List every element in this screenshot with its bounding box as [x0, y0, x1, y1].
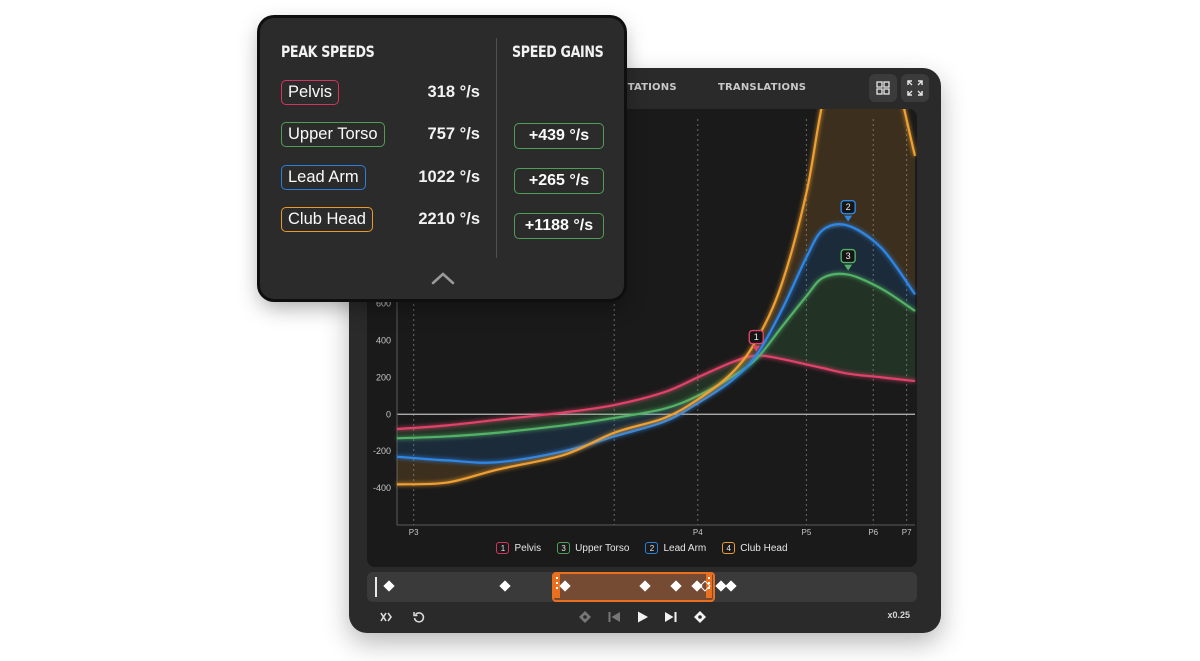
upper-torso-label: Upper Torso	[281, 122, 385, 147]
peak-marker-label: 3	[846, 251, 851, 261]
keyframe-diamond-icon	[694, 611, 706, 623]
peak-speeds-title: PEAK SPEEDS	[281, 42, 375, 61]
popup-divider	[496, 38, 497, 258]
x-tick-label: P7	[902, 528, 912, 537]
x-tick-label: P4	[693, 528, 703, 537]
reset-button[interactable]	[408, 606, 430, 628]
series-line	[396, 354, 916, 431]
chart-legend: 1 Pelvis 3 Upper Torso 2 Lead Arm 4 Club…	[367, 542, 917, 554]
legend-item-pelvis[interactable]: 1 Pelvis	[496, 542, 541, 554]
legend-number: 2	[645, 542, 659, 554]
collapse-chevron-icon[interactable]	[431, 271, 455, 285]
legend-label: Club Head	[740, 542, 788, 554]
peak-marker-badge	[748, 329, 764, 345]
legend-item-club-head[interactable]: 4 Club Head	[722, 542, 788, 554]
legend-number: 3	[557, 542, 571, 554]
skip-back-button[interactable]	[603, 606, 625, 628]
y-tick-label: 600	[376, 299, 391, 309]
speed-gains-title: SPEED GAINS	[512, 42, 604, 61]
tab-translations[interactable]: TRANSLATIONS	[718, 82, 807, 93]
y-tick-label: 400	[376, 335, 391, 345]
lead-arm-peak-value: 1022 °/s	[418, 168, 480, 186]
view-tabs: OTATIONS TRANSLATIONS	[361, 73, 881, 103]
fullscreen-button[interactable]	[901, 74, 929, 102]
range-start-grip[interactable]	[554, 574, 560, 598]
keyframe-marker[interactable]	[499, 580, 511, 592]
grid-view-button[interactable]	[869, 74, 897, 102]
peak-speeds-popup: PEAK SPEEDS SPEED GAINS Pelvis 318 °/s U…	[260, 18, 624, 299]
x-tick-label: P3	[409, 528, 419, 537]
series-line	[396, 223, 916, 464]
skip-back-icon	[608, 612, 620, 622]
peak-marker-label: 1	[754, 332, 759, 342]
pelvis-peak-value: 318 °/s	[427, 83, 480, 101]
y-tick-label: -200	[373, 446, 391, 456]
keyframe-marker[interactable]	[725, 580, 737, 592]
x-tick-label: P5	[801, 528, 811, 537]
peak-marker-pointer	[844, 215, 853, 222]
fullscreen-icon	[907, 80, 923, 96]
grid-view-icon	[876, 81, 890, 95]
gain-club: +1188 °/s	[514, 213, 604, 239]
y-tick-label: -400	[373, 483, 391, 493]
legend-item-lead-arm[interactable]: 2 Lead Arm	[645, 542, 706, 554]
club-head-label: Club Head	[281, 207, 373, 232]
legend-label: Upper Torso	[575, 542, 630, 554]
y-tick-label: 0	[386, 409, 391, 419]
playback-speed[interactable]: x0.25	[887, 610, 910, 620]
tab-rotations[interactable]: OTATIONS	[619, 82, 677, 93]
timeline-scrubber[interactable]	[367, 572, 917, 602]
gain-band	[397, 109, 915, 485]
shuffle-button[interactable]	[375, 606, 397, 628]
peak-marker-label: 2	[846, 202, 851, 212]
peak-marker-pointer	[752, 345, 761, 352]
keyframe-marker[interactable]	[383, 580, 395, 592]
y-tick-label: 200	[376, 372, 391, 382]
skip-forward-icon	[665, 612, 677, 622]
prev-keyframe-button[interactable]	[574, 606, 596, 628]
legend-label: Lead Arm	[663, 542, 707, 554]
legend-number: 1	[496, 542, 510, 554]
playback-controls: x0.25	[349, 606, 941, 630]
upper-torso-peak-value: 757 °/s	[427, 125, 480, 143]
timeline-selected-range[interactable]	[552, 572, 715, 602]
x-tick-label: P6	[868, 528, 878, 537]
swap-icon	[380, 612, 392, 622]
gain-arm: +265 °/s	[514, 168, 604, 194]
gain-torso: +439 °/s	[514, 123, 604, 149]
peak-marker-badge	[840, 248, 856, 264]
gain-band	[397, 273, 915, 439]
legend-item-upper-torso[interactable]: 3 Upper Torso	[557, 542, 629, 554]
series-line	[396, 272, 916, 440]
pelvis-label: Pelvis	[281, 80, 340, 105]
series-line	[396, 109, 917, 486]
lead-arm-label: Lead Arm	[281, 165, 366, 190]
skip-forward-button[interactable]	[660, 606, 682, 628]
play-icon	[638, 611, 648, 623]
keyframe-diamond-icon	[579, 611, 591, 623]
undo-icon	[413, 612, 425, 623]
range-end-grip[interactable]	[706, 574, 712, 598]
timeline-start-marker[interactable]	[375, 577, 377, 597]
next-keyframe-button[interactable]	[689, 606, 711, 628]
legend-number: 4	[722, 542, 736, 554]
gain-band	[397, 224, 915, 463]
peak-marker-pointer	[844, 264, 853, 271]
play-button[interactable]	[632, 606, 654, 628]
peak-marker-badge	[840, 199, 856, 215]
club-head-peak-value: 2210 °/s	[418, 210, 480, 228]
legend-label: Pelvis	[514, 542, 542, 554]
